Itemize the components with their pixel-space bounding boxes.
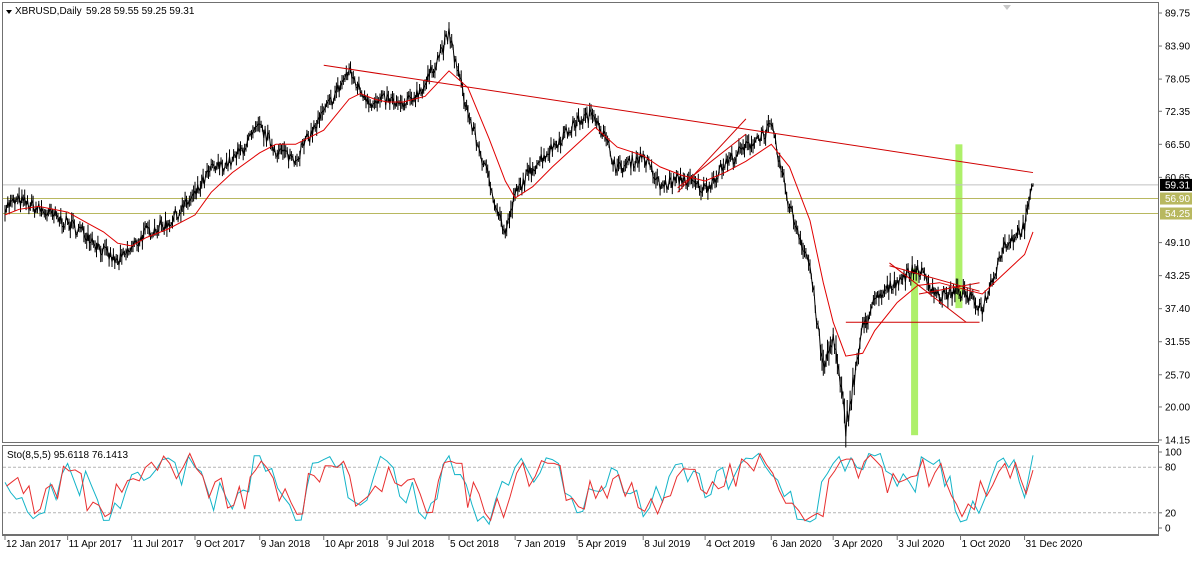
oscillator-panel-frame (2, 445, 1159, 535)
time-tick-label: 12 Jan 2017 (6, 539, 61, 550)
price-tag-bg (1160, 192, 1192, 205)
price-tick-label: 89.75 (1165, 9, 1190, 20)
collapse-triangle-icon[interactable] (6, 10, 12, 14)
price-tick-label: 14.15 (1165, 436, 1190, 447)
price-tick-label: 83.90 (1165, 42, 1190, 53)
stochastic-main-line (4, 452, 1034, 526)
time-tick-label: 11 Jul 2017 (133, 539, 184, 550)
oscillator-tick-label: 20 (1165, 508, 1177, 519)
chart-shift-marker-icon[interactable] (1003, 5, 1011, 10)
time-tick-label: 3 Jul 2020 (898, 539, 945, 550)
time-tick-label: 9 Jan 2018 (261, 539, 311, 550)
highlight-bar (955, 144, 963, 309)
ohlc-label: 59.28 59.55 59.25 59.31 (86, 6, 195, 17)
trendline (889, 265, 980, 292)
oscillator-tick-label: 100 (1165, 448, 1182, 459)
price-tick-label: 72.35 (1165, 107, 1190, 118)
price-tick-label: 43.25 (1165, 271, 1190, 282)
stochastic-signal-line (6, 452, 1034, 522)
price-tick-label: 20.00 (1165, 402, 1190, 413)
time-axis-ticks: 12 Jan 2017 11 Apr 2017 11 Jul 2017 9 Oct 2… (4, 535, 1083, 550)
oscillator-label: Sto(8,5,5) 95.6118 76.1413 (7, 450, 128, 461)
moving-average-line (4, 70, 1034, 357)
trendline (677, 133, 747, 189)
trendlines (323, 64, 1034, 323)
price-tag-label: 59.31 (1165, 180, 1190, 191)
highlight-bar (911, 268, 919, 436)
time-tick-label: 31 Dec 2020 (1026, 539, 1083, 550)
trendline (323, 64, 1034, 174)
moving-average-series (4, 70, 1034, 357)
symbol-label: XBRUSD,Daily (15, 6, 82, 17)
oscillator-axis-ticks: 100 80 20 0 (1158, 448, 1182, 535)
price-tick-label: 31.55 (1165, 337, 1190, 348)
time-tick-label: 5 Apr 2019 (578, 539, 627, 550)
time-tick-label: 8 Jul 2019 (644, 539, 691, 550)
price-tick-label: 49.10 (1165, 238, 1190, 249)
time-tick-label: 9 Jul 2018 (388, 539, 435, 550)
price-series (4, 22, 1034, 448)
time-tick-label: 10 Apr 2018 (325, 539, 379, 550)
time-tick-label: 5 Oct 2018 (450, 539, 499, 550)
oscillator-tick-label: 80 (1165, 463, 1177, 474)
time-tick-label: 6 Jan 2020 (772, 539, 822, 550)
trendline (918, 282, 980, 295)
price-tick-label: 25.70 (1165, 370, 1190, 381)
oscillator-tick-label: 0 (1165, 524, 1171, 535)
price-tick-label: 37.40 (1165, 304, 1190, 315)
time-tick-label: 1 Oct 2020 (962, 539, 1011, 550)
price-axis-ticks: 89.75 83.90 78.05 72.35 66.50 60.65 49.10 43.25… (1158, 9, 1190, 447)
price-tag-label: 56.90 (1165, 194, 1190, 205)
price-tag-label: 54.25 (1165, 209, 1190, 220)
time-tick-label: 4 Oct 2019 (706, 539, 755, 550)
price-tag-bg (1160, 207, 1192, 220)
time-tick-label: 7 Jan 2019 (516, 539, 566, 550)
highlight-bars (911, 144, 963, 436)
time-tick-label: 9 Oct 2017 (196, 539, 245, 550)
price-tick-label: 66.50 (1165, 140, 1190, 151)
price-tag-bg (1160, 178, 1192, 191)
time-tick-label: 11 Apr 2017 (69, 539, 123, 550)
price-line (4, 27, 1034, 437)
time-tick-label: 3 Apr 2020 (834, 539, 883, 550)
price-axis-tags: 59.31 56.90 54.25 (1160, 178, 1192, 220)
main-panel-frame (2, 2, 1159, 443)
price-tick-label: 78.05 (1165, 75, 1190, 86)
price-tick-label: 60.65 (1165, 173, 1190, 184)
trendline (677, 118, 747, 193)
stochastic-series (3, 452, 1158, 526)
